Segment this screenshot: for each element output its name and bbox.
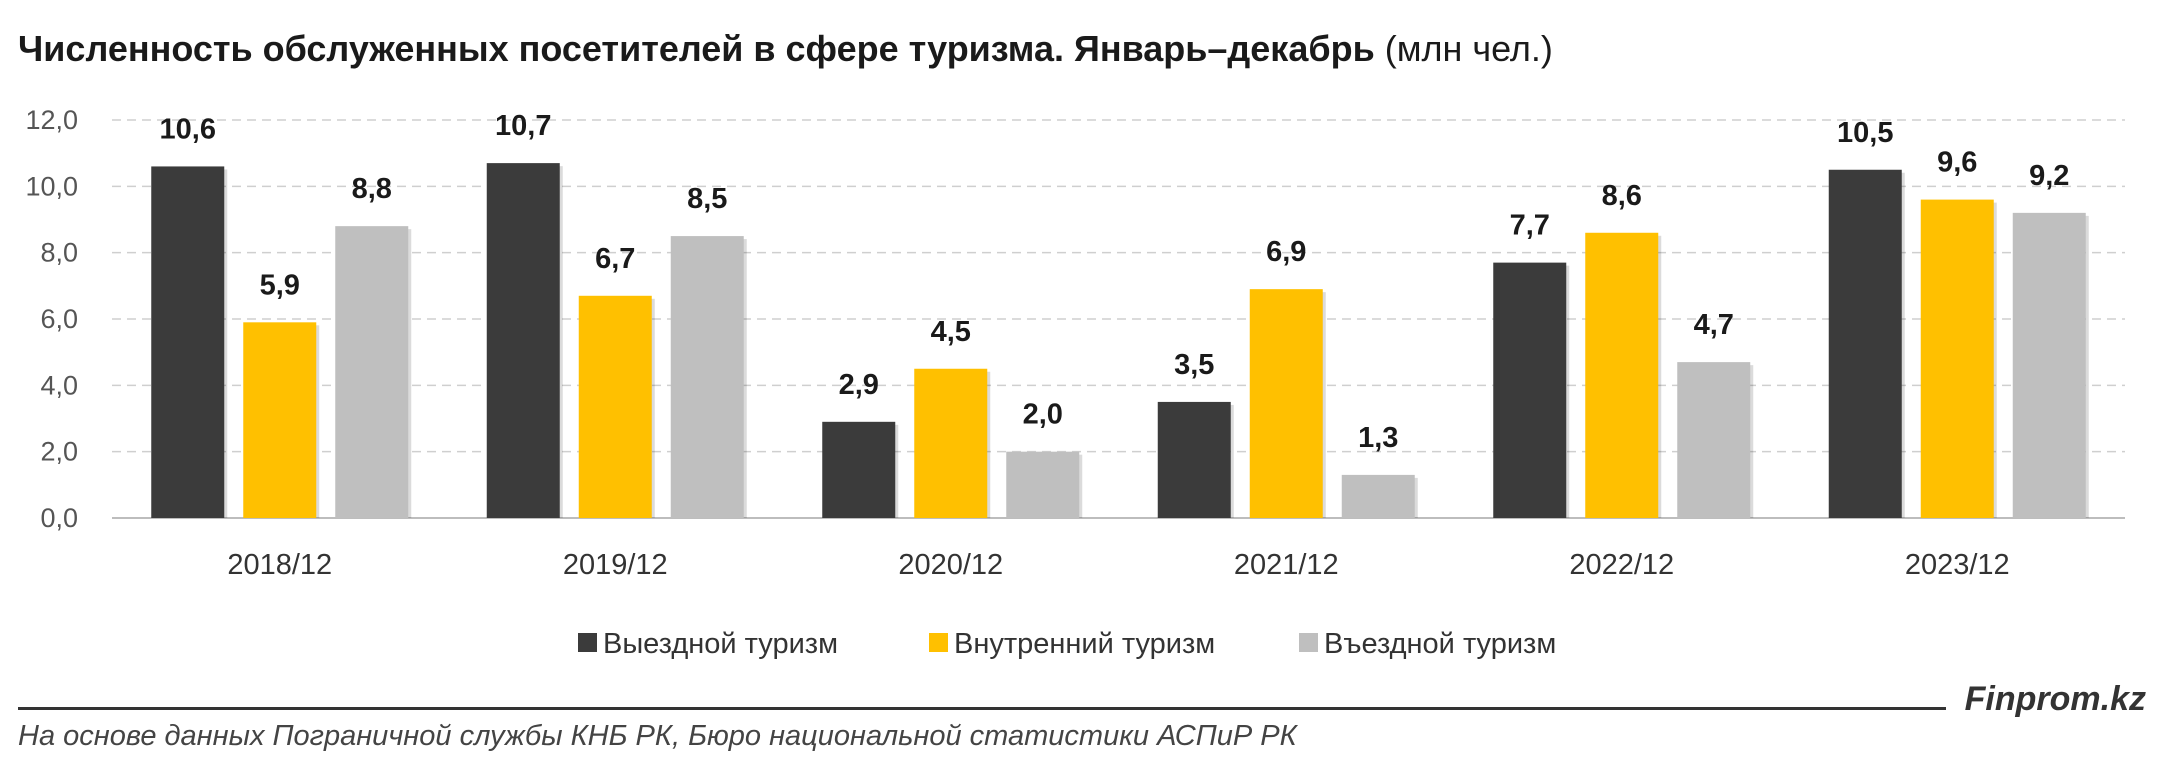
data-label: 2,0 — [1023, 399, 1063, 431]
legend-label: Выездной туризм — [603, 628, 838, 660]
data-label: 5,9 — [260, 269, 300, 301]
y-tick-label: 0,0 — [40, 503, 78, 533]
chart-title-unit: (млн чел.) — [1384, 28, 1553, 69]
brand-logo-text: Finprom.kz — [1964, 680, 2146, 718]
x-tick-label: 2023/12 — [1905, 549, 2010, 581]
grid-lines — [112, 119, 2125, 519]
data-label: 6,9 — [1266, 236, 1306, 268]
bar — [1006, 451, 1080, 518]
data-label: 10,7 — [495, 110, 551, 142]
bar — [1920, 199, 1994, 518]
legend: Выездной туризм Внутренний туризм Въездной… — [578, 628, 1556, 660]
y-tick-label: 12,0 — [25, 105, 78, 135]
legend-label: Въездной туризм — [1324, 628, 1556, 660]
bar — [335, 226, 409, 518]
data-label: 4,5 — [931, 316, 971, 348]
x-tick-label: 2020/12 — [898, 549, 1003, 581]
bar — [2012, 212, 2086, 518]
data-label: 8,8 — [352, 173, 392, 205]
source-note: На основе данных Пограничной службы КНБ … — [18, 720, 1297, 752]
bar — [243, 322, 317, 518]
data-label: 6,7 — [595, 243, 635, 275]
chart-title-main: Численность обслуженных посетителей в сф… — [18, 28, 1375, 69]
bar-chart: 0,0 2,0 4,0 6,0 8,0 10,0 12,0 10,6 5,9 8,8 10,7 6,… — [25, 105, 2125, 660]
data-label: 9,6 — [1937, 147, 1977, 179]
data-label: 8,6 — [1602, 180, 1642, 212]
legend-swatch — [929, 633, 948, 652]
bars — [151, 163, 2089, 519]
bar — [578, 295, 652, 518]
data-label: 2,9 — [839, 369, 879, 401]
data-label: 10,6 — [160, 113, 216, 145]
data-label: 10,5 — [1837, 117, 1893, 149]
x-tick-label: 2019/12 — [563, 549, 668, 581]
y-tick-label: 10,0 — [25, 171, 78, 201]
data-label: 4,7 — [1694, 309, 1734, 341]
bar — [822, 421, 896, 518]
x-axis: 2018/12 2019/12 2020/12 2021/12 2022/12 2023/… — [227, 549, 2009, 581]
data-label: 9,2 — [2029, 160, 2069, 192]
y-axis: 0,0 2,0 4,0 6,0 8,0 10,0 12,0 — [25, 105, 78, 533]
data-label: 1,3 — [1358, 422, 1398, 454]
legend-swatch — [1299, 633, 1318, 652]
x-tick-label: 2022/12 — [1569, 549, 1674, 581]
bar — [486, 163, 560, 518]
bar — [670, 236, 744, 519]
y-tick-label: 6,0 — [40, 304, 78, 334]
data-label: 7,7 — [1510, 210, 1550, 242]
y-tick-label: 8,0 — [40, 238, 78, 268]
bar — [1585, 232, 1659, 518]
y-tick-label: 4,0 — [40, 370, 78, 400]
x-tick-label: 2018/12 — [227, 549, 332, 581]
legend-swatch — [578, 633, 597, 652]
bar — [914, 368, 988, 518]
bar — [1828, 169, 1902, 518]
bar — [1493, 262, 1567, 518]
data-label: 3,5 — [1174, 349, 1214, 381]
footer-divider — [18, 707, 1946, 710]
y-tick-label: 2,0 — [40, 437, 78, 467]
data-labels: 10,6 5,9 8,8 10,7 6,7 8,5 2,9 4,5 2,0 3,5 6,9 1,3 7,… — [160, 110, 2070, 454]
x-tick-label: 2021/12 — [1234, 549, 1339, 581]
data-label: 8,5 — [687, 183, 727, 215]
bar — [1677, 362, 1751, 518]
bar — [1341, 474, 1415, 518]
legend-label: Внутренний туризм — [954, 628, 1215, 660]
chart-title: Численность обслуженных посетителей в сф… — [18, 28, 1553, 70]
bar — [151, 166, 225, 518]
bar — [1157, 401, 1231, 518]
bar — [1249, 289, 1323, 518]
